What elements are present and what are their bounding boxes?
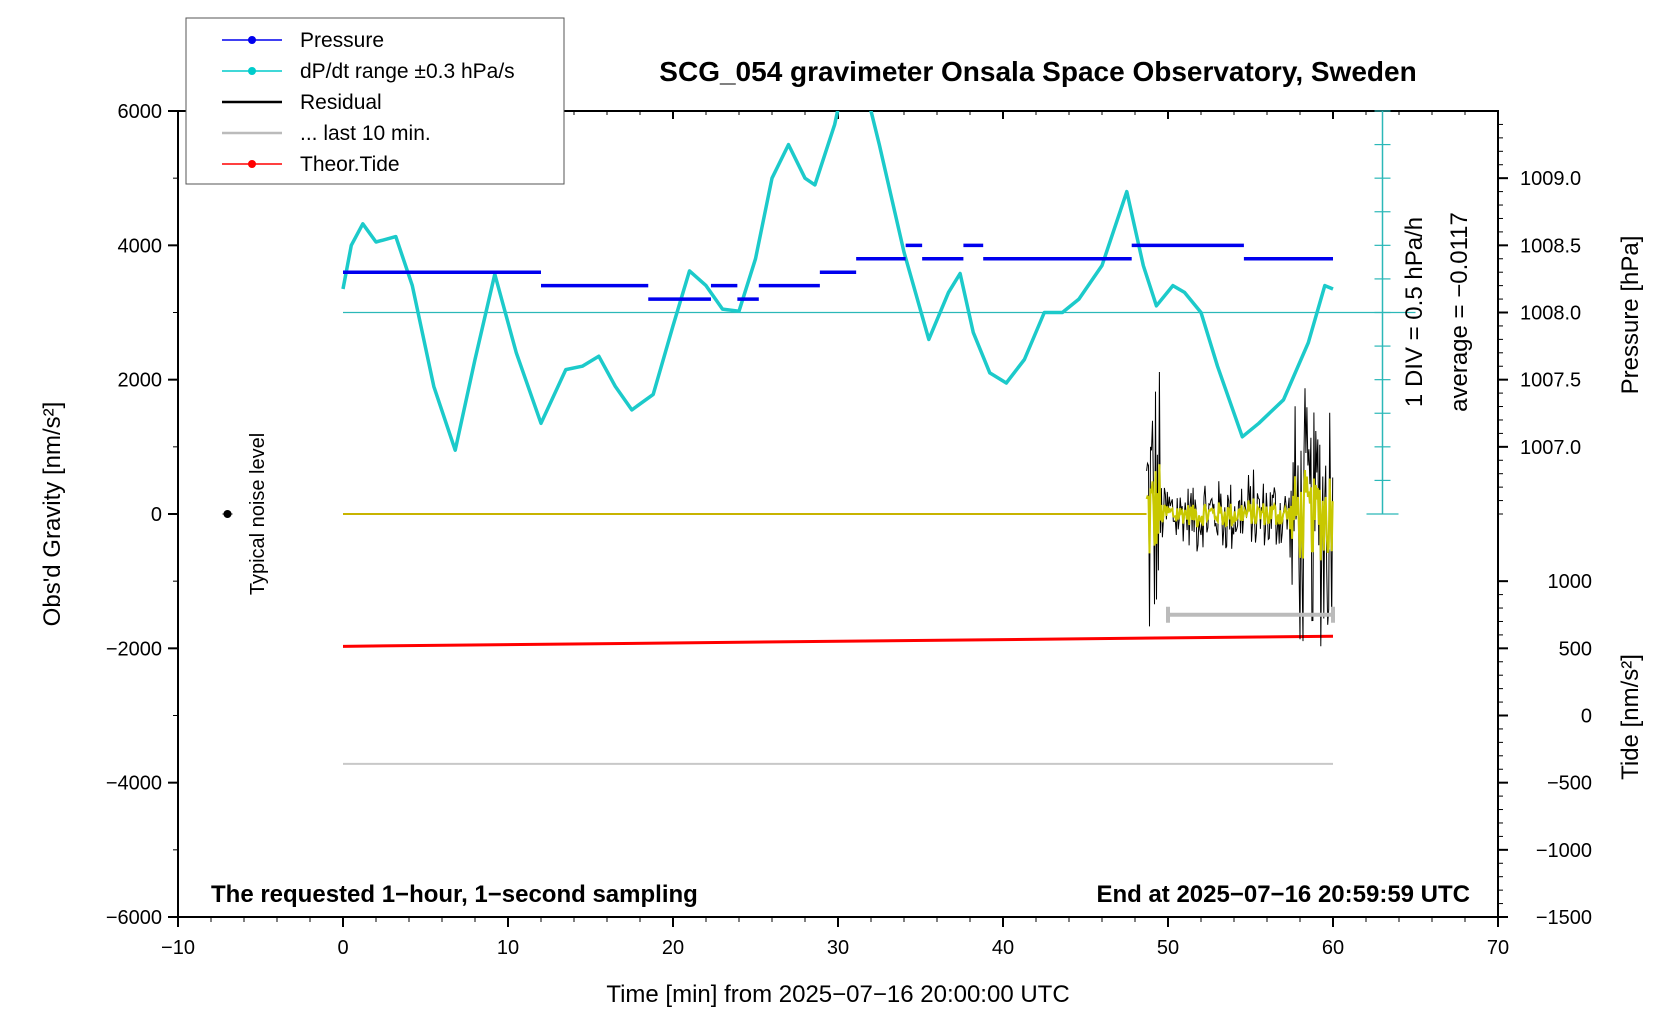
y-axis-label-pressure: Pressure [hPa] — [1617, 236, 1644, 395]
legend-label: ... last 10 min. — [300, 122, 431, 145]
legend-item: ... last 10 min. — [222, 122, 431, 145]
tide-tick-label: 500 — [1559, 638, 1592, 660]
x-tick-label: 50 — [1157, 937, 1179, 959]
data-series — [222, 111, 1416, 765]
x-tick-label: 60 — [1322, 937, 1344, 959]
legend-swatch-marker — [248, 160, 256, 168]
average-label: average = −0.0117 — [1446, 212, 1473, 412]
pressure-tick-label: 1009.0 — [1520, 168, 1581, 190]
pressure-tick-label: 1008.5 — [1520, 235, 1581, 257]
y-tick-label: 0 — [151, 504, 162, 526]
y-tick-label: −6000 — [106, 907, 162, 929]
residual-smoothed-line — [1145, 464, 1334, 561]
tide-tick-label: 1000 — [1548, 571, 1593, 593]
legend-label: dP/dt range ±0.3 hPa/s — [300, 60, 515, 83]
chart-title: SCG_054 gravimeter Onsala Space Observat… — [659, 56, 1416, 87]
dpdt-scale-label: 1 DIV = 0.5 hPa/h — [1401, 217, 1428, 407]
tide-tick-label: −500 — [1547, 773, 1592, 795]
noise-level-point — [223, 510, 232, 518]
y-axis-label-left: Obs'd Gravity [nm/s²] — [39, 402, 66, 627]
axis-ticks: −10 0 10 20 30 40 50 60 70 −6000 −4000 −2000 0 2000 40… — [106, 101, 1592, 959]
noise-level-label: Typical noise level — [247, 433, 269, 595]
x-tick-label: −10 — [161, 937, 195, 959]
x-axis-label: Time [min] from 2025−07−16 20:00:00 UTC — [606, 981, 1069, 1008]
legend-item: Pressure — [222, 29, 384, 52]
tide-tick-label: −1000 — [1536, 840, 1592, 862]
y-tick-label: −2000 — [106, 638, 162, 660]
y-tick-label: 6000 — [118, 101, 163, 123]
legend: Pressure dP/dt range ±0.3 hPa/s Residual..… — [185, 17, 565, 185]
dpdt-curve — [341, 111, 1334, 452]
legend-label: Theor.Tide — [300, 153, 400, 176]
y-axis-label-tide: Tide [nm/s²] — [1617, 654, 1644, 780]
pressure-tick-label: 1007.0 — [1520, 437, 1581, 459]
x-tick-label: 70 — [1487, 937, 1509, 959]
tide-tick-label: 0 — [1581, 706, 1592, 728]
x-tick-label: 0 — [337, 937, 348, 959]
x-tick-label: 40 — [992, 937, 1014, 959]
y-tick-label: 2000 — [118, 370, 163, 392]
legend-item: dP/dt range ±0.3 hPa/s — [222, 60, 515, 83]
legend-swatch-marker — [248, 67, 256, 75]
pressure-tick-label: 1008.0 — [1520, 303, 1581, 325]
y-tick-label: −4000 — [106, 773, 162, 795]
x-tick-label: 30 — [827, 937, 849, 959]
sampling-note: The requested 1−hour, 1−second sampling — [211, 881, 698, 908]
legend-swatch-marker — [248, 36, 256, 44]
theor-tide-line — [342, 634, 1334, 648]
legend-item: Residual — [222, 91, 382, 114]
pressure-tick-label: 1007.5 — [1520, 370, 1581, 392]
legend-label: Pressure — [300, 29, 384, 52]
y-tick-label: 4000 — [118, 235, 163, 257]
end-time-note: End at 2025−07−16 20:59:59 UTC — [1096, 881, 1470, 908]
tide-tick-label: −1500 — [1536, 907, 1592, 929]
dpdt-scale-bar — [1366, 110, 1399, 515]
legend-item: Theor.Tide — [222, 153, 400, 176]
x-tick-label: 20 — [662, 937, 684, 959]
legend-label: Residual — [300, 91, 382, 114]
x-tick-label: 10 — [497, 937, 519, 959]
